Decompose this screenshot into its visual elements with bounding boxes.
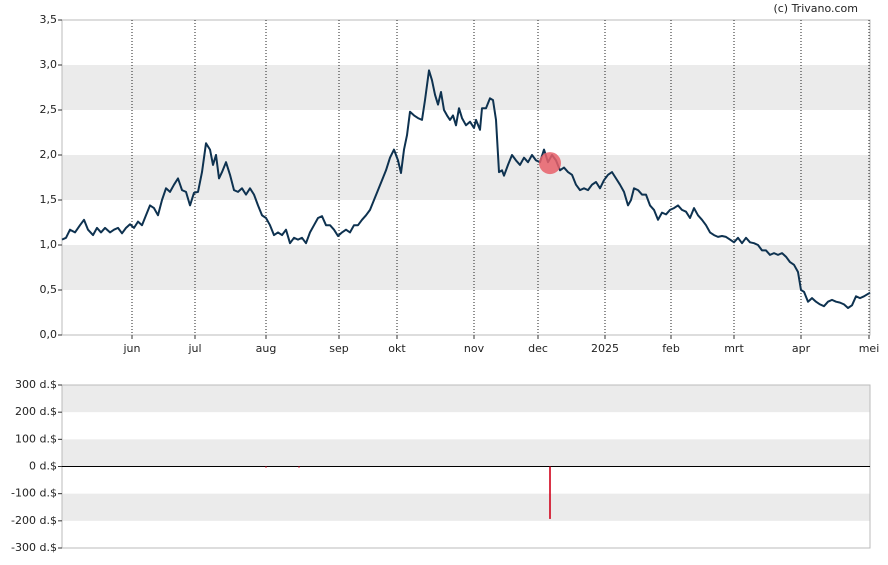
x-tick-label: dec: [528, 342, 548, 355]
grid-band: [62, 245, 870, 290]
y-tick-label: 0,5: [40, 283, 58, 296]
highlight-marker: [539, 152, 561, 175]
x-tick-label: 2025: [591, 342, 619, 355]
plot-frame: [61, 19, 871, 336]
y-tick-label: 200 d.$: [15, 405, 57, 418]
y-tick-label: 0 d.$: [29, 460, 57, 473]
grid-band: [62, 385, 870, 413]
y-tick-label: 300 d.$: [15, 378, 57, 391]
x-tick-label: mei: [859, 342, 880, 355]
x-tick-label: jul: [187, 342, 201, 355]
grid-band: [62, 155, 870, 200]
y-tick-label: 100 d.$: [15, 432, 57, 445]
x-tick-label: nov: [464, 342, 485, 355]
y-tick-label: 1,0: [40, 238, 58, 251]
price-line: [61, 69, 871, 309]
bar: [549, 466, 551, 519]
y-tick-label: -200 d.$: [11, 514, 57, 527]
bar: [298, 466, 300, 468]
credit: (c) Trivano.com: [773, 2, 858, 15]
y-tick-label: 0,0: [40, 328, 58, 341]
y-tick-label: -300 d.$: [11, 541, 57, 554]
bar: [265, 466, 267, 468]
x-tick-label: apr: [792, 342, 811, 355]
x-tick-label: sep: [329, 342, 348, 355]
y-tick-label: 1,5: [40, 193, 58, 206]
grid-band: [62, 65, 870, 110]
y-tick-label: 3,0: [40, 58, 58, 71]
x-tick-label: mrt: [724, 342, 744, 355]
grid-band: [62, 493, 870, 521]
x-tick-label: feb: [662, 342, 680, 355]
x-tick-label: jun: [123, 342, 141, 355]
y-tick-label: 2,0: [40, 148, 58, 161]
x-tick-label: okt: [388, 342, 406, 355]
x-tick-label: aug: [256, 342, 277, 355]
grid-band: [62, 439, 870, 467]
y-tick-label: 3,5: [40, 13, 58, 26]
y-tick-label: 2,5: [40, 103, 58, 116]
y-tick-label: -100 d.$: [11, 487, 57, 500]
